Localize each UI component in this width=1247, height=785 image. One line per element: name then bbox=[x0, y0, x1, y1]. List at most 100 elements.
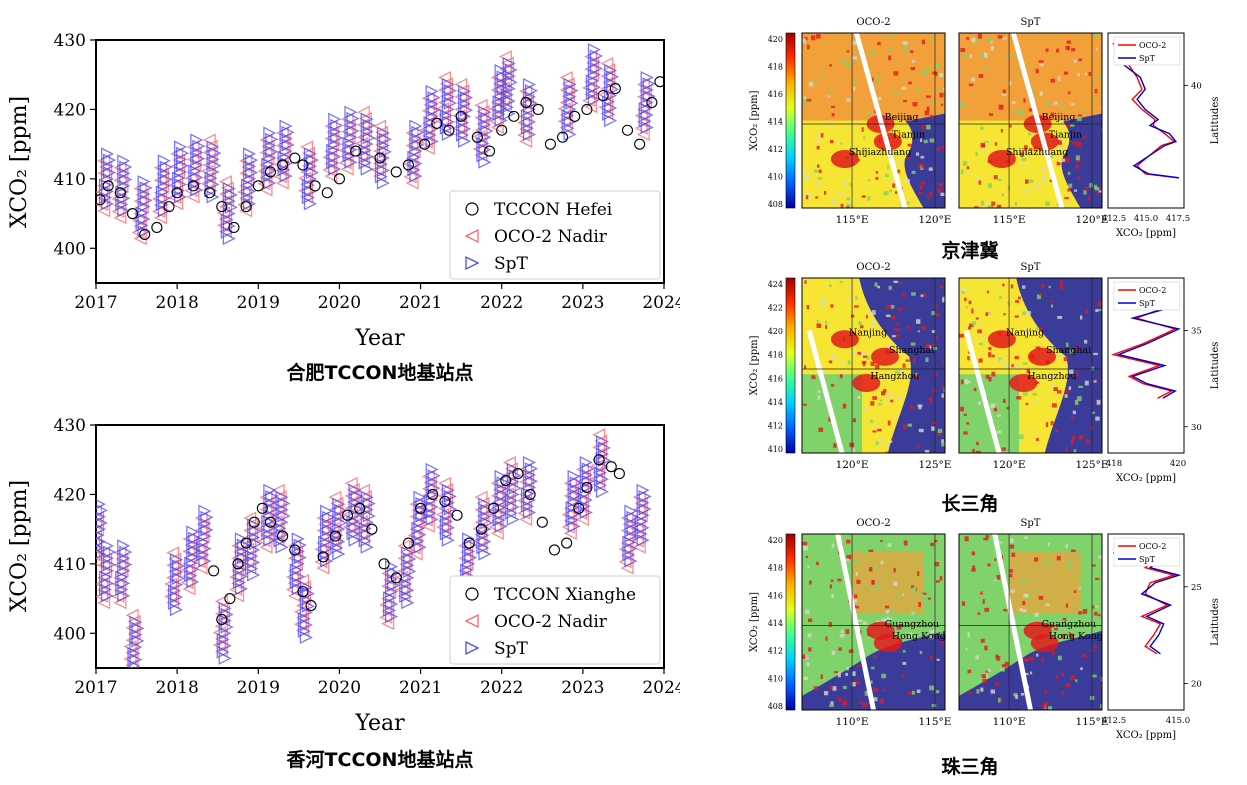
pixel bbox=[1042, 166, 1047, 172]
pixel bbox=[940, 631, 943, 636]
pixel bbox=[920, 138, 923, 143]
pixel bbox=[987, 205, 993, 208]
pixel bbox=[831, 594, 834, 599]
spt-point bbox=[169, 603, 184, 617]
pixel bbox=[852, 56, 857, 60]
pixel bbox=[862, 552, 868, 555]
spt-point bbox=[624, 542, 638, 556]
colorbar-tick-label: 420 bbox=[768, 35, 783, 44]
pixel bbox=[993, 392, 996, 397]
pixel bbox=[907, 423, 913, 427]
spt-point bbox=[275, 490, 289, 504]
colorbar bbox=[785, 277, 796, 454]
pixel bbox=[986, 290, 989, 294]
oco2-point bbox=[96, 517, 103, 531]
profile-y-tick-label: 20 bbox=[1191, 680, 1202, 690]
tccon-point bbox=[536, 516, 548, 528]
pixel bbox=[890, 305, 895, 309]
pixel bbox=[841, 427, 844, 433]
pixel bbox=[990, 689, 996, 694]
pixel bbox=[966, 422, 970, 425]
pixel bbox=[963, 53, 968, 58]
spt-point bbox=[413, 528, 427, 542]
spt-point bbox=[244, 166, 259, 180]
pixel bbox=[888, 611, 892, 615]
pixel bbox=[825, 325, 828, 329]
pixel bbox=[908, 199, 912, 202]
spt-point bbox=[401, 546, 415, 560]
spt-point bbox=[242, 197, 257, 211]
pixel bbox=[888, 617, 892, 620]
profile-x-tick-label: 412.5 bbox=[1102, 716, 1126, 726]
pixel bbox=[917, 404, 923, 408]
pixel bbox=[961, 291, 966, 294]
pixel bbox=[961, 601, 966, 606]
region-row: 408 410 412 414 416 418 420 XCO₂ [ppm] Beijing Ti… bbox=[749, 17, 1221, 239]
tccon-point bbox=[475, 523, 487, 535]
pixel bbox=[1022, 608, 1027, 613]
spt-point bbox=[96, 504, 108, 517]
pixel bbox=[1050, 300, 1053, 303]
pixel bbox=[832, 686, 837, 691]
pixel bbox=[1011, 552, 1016, 557]
pixel bbox=[931, 704, 937, 707]
pixel bbox=[831, 354, 836, 359]
city-label: Nanjing bbox=[1006, 327, 1044, 338]
pixel bbox=[1027, 595, 1032, 599]
colorbar-tick-label: 418 bbox=[768, 564, 783, 573]
pixel bbox=[808, 382, 813, 386]
pixel bbox=[1057, 655, 1062, 661]
legend-oco2-label: OCO-2 Nadir bbox=[494, 612, 608, 632]
pixel bbox=[1091, 564, 1096, 567]
pixel bbox=[964, 379, 969, 385]
pixel bbox=[853, 305, 859, 308]
pixel bbox=[938, 612, 942, 617]
pixel bbox=[1084, 72, 1087, 76]
pixel bbox=[984, 615, 988, 620]
profile-ylabel: Latitudes bbox=[1210, 598, 1221, 646]
spt-point bbox=[376, 176, 390, 190]
pixel bbox=[920, 181, 925, 185]
y-tick-label: 430 bbox=[54, 416, 86, 436]
pixel bbox=[1094, 33, 1097, 39]
pixel bbox=[985, 312, 989, 317]
tccon-point bbox=[415, 502, 427, 514]
pixel bbox=[877, 96, 882, 100]
spt-point bbox=[334, 503, 348, 517]
city-label: Guangzhou bbox=[885, 619, 940, 630]
pixel bbox=[1073, 59, 1077, 63]
tccon-point bbox=[548, 544, 561, 556]
pixel bbox=[1065, 390, 1070, 394]
spt-point bbox=[441, 483, 455, 497]
map-x-tick-label: 110°E bbox=[836, 716, 869, 728]
pixel bbox=[1015, 73, 1019, 77]
pixel bbox=[1092, 674, 1097, 678]
pixel bbox=[935, 580, 940, 583]
pixel bbox=[851, 671, 856, 677]
tccon-point bbox=[264, 516, 277, 528]
pixel bbox=[1080, 667, 1083, 671]
pixel bbox=[1044, 702, 1048, 706]
tccon-point bbox=[366, 523, 378, 535]
spt-point bbox=[102, 166, 117, 180]
pixel bbox=[1056, 161, 1059, 166]
pixel bbox=[1057, 140, 1062, 145]
map-x-tick-label: 115°E bbox=[836, 214, 869, 226]
xianghe-caption: 香河TCCON地基站点 bbox=[286, 749, 474, 771]
pixel bbox=[885, 443, 890, 447]
pixel bbox=[1006, 406, 1010, 410]
pixel bbox=[982, 679, 988, 684]
pixel bbox=[1026, 645, 1031, 650]
pixel bbox=[877, 285, 881, 289]
colorbar bbox=[785, 32, 796, 209]
pixel bbox=[1096, 399, 1101, 405]
pixel bbox=[1025, 189, 1030, 193]
pixel bbox=[968, 300, 972, 305]
tccon-point bbox=[289, 544, 301, 556]
spt-point bbox=[462, 532, 476, 546]
pixel bbox=[1008, 573, 1013, 578]
pixel bbox=[863, 355, 868, 358]
pixel bbox=[932, 343, 936, 348]
spt-point bbox=[330, 118, 344, 132]
y-tick-label: 410 bbox=[54, 170, 86, 190]
